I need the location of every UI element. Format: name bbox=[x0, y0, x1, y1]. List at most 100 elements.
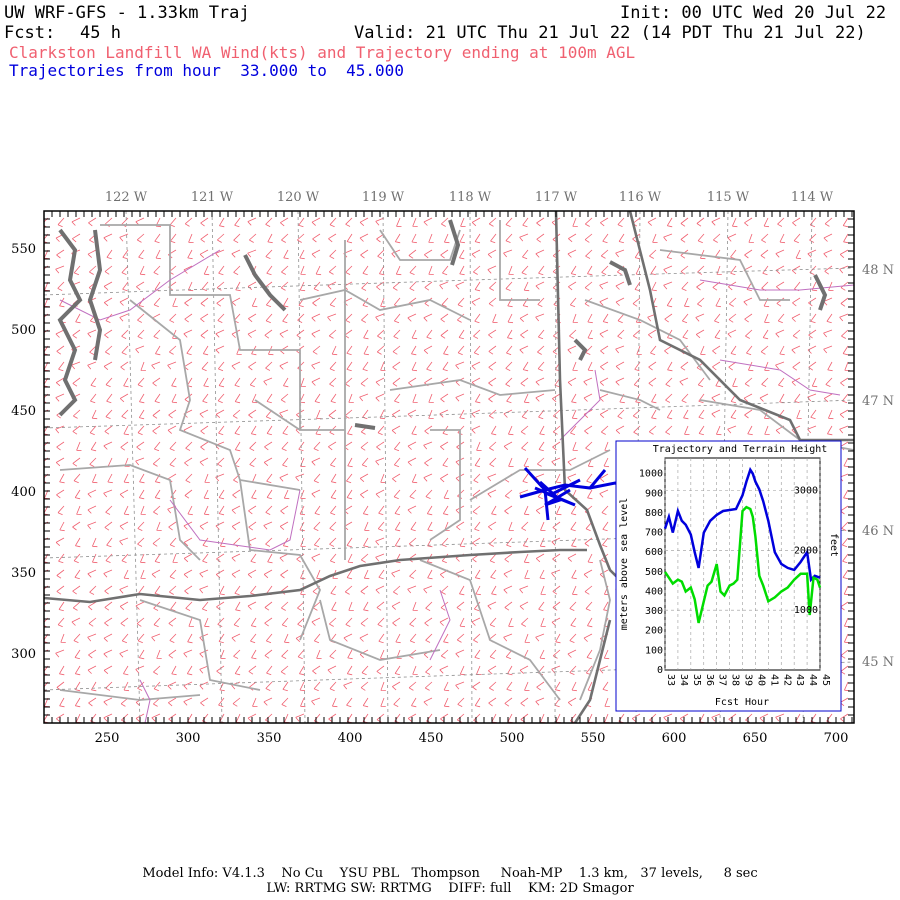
wind-barb bbox=[363, 345, 369, 356]
wind-barb bbox=[152, 537, 161, 547]
wind-barb bbox=[585, 345, 593, 355]
wind-barb bbox=[439, 409, 449, 418]
wind-barb bbox=[775, 713, 785, 722]
wind-barb bbox=[375, 537, 385, 546]
wind-barb bbox=[392, 681, 401, 691]
wind-barb bbox=[540, 617, 546, 627]
wind-barb bbox=[535, 633, 545, 642]
wind-barb bbox=[203, 377, 209, 388]
wind-barb bbox=[681, 281, 689, 291]
wind-barb bbox=[311, 313, 321, 322]
wind-barb bbox=[519, 665, 529, 674]
rivers bbox=[59, 249, 854, 723]
wind-barb bbox=[439, 281, 449, 290]
wind-barb bbox=[56, 585, 65, 595]
wind-barb bbox=[584, 425, 593, 435]
wind-barb bbox=[123, 665, 129, 676]
wind-barb bbox=[73, 473, 81, 484]
wind-barb bbox=[313, 281, 321, 292]
wind-barb bbox=[107, 473, 113, 484]
wind-barb bbox=[744, 409, 753, 419]
x-tick-label: 550 bbox=[581, 731, 606, 746]
wind-barb bbox=[359, 649, 369, 658]
county-lines bbox=[59, 220, 854, 701]
wind-barb bbox=[504, 553, 513, 563]
wind-barb bbox=[87, 489, 97, 498]
wind-barb bbox=[346, 473, 353, 484]
wind-barb bbox=[409, 265, 417, 275]
wind-barb bbox=[473, 265, 481, 275]
wind-barb bbox=[411, 345, 417, 356]
wind-barb bbox=[219, 585, 225, 596]
wind-barb bbox=[183, 329, 193, 338]
wind-barb bbox=[599, 409, 609, 418]
wind-barb bbox=[169, 633, 177, 643]
wind-barb bbox=[824, 265, 833, 275]
wind-barb bbox=[394, 393, 401, 404]
wind-barb bbox=[839, 313, 849, 322]
wind-barb bbox=[681, 313, 689, 324]
wind-barb bbox=[184, 393, 193, 403]
wind-barb bbox=[393, 489, 401, 500]
wind-barb bbox=[680, 361, 689, 371]
wind-barb bbox=[599, 665, 609, 674]
wind-barb bbox=[552, 553, 561, 563]
wind-barb bbox=[795, 249, 802, 260]
wind-barb bbox=[471, 409, 481, 418]
wind-barb bbox=[490, 569, 497, 580]
wind-barb bbox=[459, 265, 465, 276]
wind-barb bbox=[441, 297, 449, 307]
wind-barb bbox=[251, 649, 257, 660]
wind-barb bbox=[231, 249, 241, 258]
wind-barb bbox=[426, 505, 433, 516]
wind-barb bbox=[457, 297, 465, 308]
wind-barb bbox=[680, 265, 689, 275]
wind-barb bbox=[360, 441, 369, 451]
wind-barb bbox=[585, 441, 593, 451]
wind-barb bbox=[490, 233, 497, 244]
wind-barb bbox=[281, 617, 289, 628]
wind-barb bbox=[103, 441, 113, 450]
wind-barb bbox=[488, 409, 497, 419]
wind-barb bbox=[380, 697, 386, 707]
wind-barb bbox=[247, 601, 257, 610]
wind-barb bbox=[266, 489, 273, 500]
wind-barb bbox=[711, 217, 721, 226]
wind-barb bbox=[72, 377, 81, 387]
wind-barb bbox=[775, 265, 785, 274]
wind-barb bbox=[523, 505, 530, 516]
wind-barb bbox=[120, 361, 129, 371]
inset-y-tick: 900 bbox=[645, 488, 663, 499]
wind-barb bbox=[284, 633, 290, 644]
wind-barb bbox=[199, 569, 209, 578]
wind-barb bbox=[663, 713, 673, 722]
wind-barb bbox=[360, 585, 369, 595]
wind-barb bbox=[697, 297, 705, 307]
wind-barb bbox=[203, 265, 210, 276]
wind-barb bbox=[537, 297, 545, 307]
wind-barb bbox=[234, 585, 241, 596]
wind-barb bbox=[57, 217, 65, 228]
wind-barb bbox=[265, 633, 273, 644]
wind-barb bbox=[122, 249, 129, 260]
wind-barb bbox=[473, 329, 481, 339]
wind-barb bbox=[71, 217, 81, 226]
wind-barb bbox=[842, 345, 849, 356]
model-info-line2: LW: RRTMG SW: RRTMG DIFF: full KM: 2D Sm… bbox=[266, 881, 634, 896]
wind-barb bbox=[551, 665, 561, 674]
wind-barb bbox=[522, 217, 529, 228]
wind-barb bbox=[455, 681, 465, 690]
wind-barb bbox=[823, 233, 833, 242]
wind-barb bbox=[536, 681, 545, 691]
wind-barb bbox=[329, 553, 337, 564]
wind-barb bbox=[572, 441, 578, 451]
wind-barb bbox=[312, 601, 321, 611]
wind-barb bbox=[280, 217, 289, 227]
wind-barb bbox=[375, 313, 385, 322]
wind-barb bbox=[72, 585, 81, 595]
wind-barb bbox=[231, 569, 241, 578]
wind-barb bbox=[425, 665, 433, 675]
wind-barb bbox=[279, 329, 289, 338]
wind-barb bbox=[183, 697, 193, 706]
wind-barb bbox=[666, 297, 673, 308]
